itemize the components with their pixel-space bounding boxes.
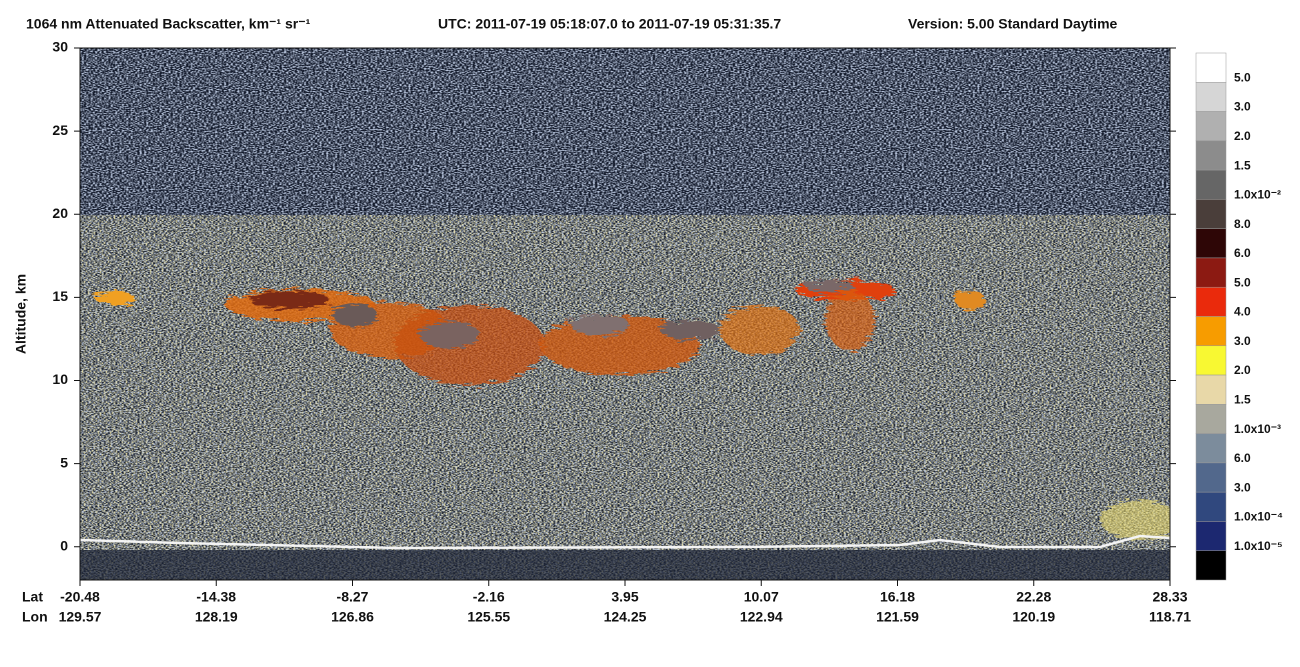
colorbar-label: 4.0 (1234, 305, 1251, 319)
chart-title: 1064 nm Attenuated Backscatter, km⁻¹ sr⁻… (26, 16, 311, 32)
time-range: UTC: 2011-07-19 05:18:07.0 to 2011-07-19… (438, 16, 781, 32)
colorbar-swatch (1195, 316, 1227, 347)
colorbar: 5.0 3.0 2.0 1.5 1.0x10⁻² 8.0 6.0 5.0 4.0 3.0 2.0 1.… (1195, 52, 1283, 581)
colorbar-swatch (1195, 345, 1227, 376)
colorbar-swatch (1195, 228, 1227, 259)
y-tick-label: 10 (52, 371, 68, 387)
version: Version: 5.00 Standard Daytime (908, 16, 1118, 32)
colorbar-label: 3.0 (1234, 100, 1251, 114)
lon-tick-label: 126.86 (331, 609, 374, 625)
lat-tick-label: -14.38 (196, 589, 236, 605)
colorbar-swatch (1195, 82, 1227, 112)
colorbar-label: 5.0 (1234, 70, 1251, 84)
backscatter-image (80, 48, 1170, 580)
colorbar-label: 6.0 (1234, 451, 1251, 465)
colorbar-swatch (1195, 257, 1227, 288)
lat-tick-label: 28.33 (1152, 589, 1187, 605)
lon-tick-label: 125.55 (467, 609, 510, 625)
colorbar-label: 3.0 (1234, 480, 1251, 494)
colorbar-swatch (1195, 462, 1227, 493)
colorbar-label: 2.0 (1234, 363, 1251, 377)
y-tick-label: 0 (60, 537, 68, 553)
lat-tick-label: 22.28 (1016, 589, 1051, 605)
y-tick-label: 15 (52, 288, 68, 304)
lat-row-label: Lat (22, 589, 43, 605)
colorbar-swatch (1195, 111, 1227, 142)
colorbar-label: 8.0 (1234, 217, 1251, 231)
colorbar-swatch (1195, 199, 1227, 229)
colorbar-swatch (1195, 374, 1227, 405)
colorbar-swatch (1195, 550, 1227, 581)
colorbar-swatch (1195, 433, 1227, 464)
lon-row-label: Lon (22, 609, 48, 625)
y-tick-label: 30 (52, 39, 68, 55)
colorbar-swatch (1195, 52, 1227, 83)
colorbar-swatch (1195, 491, 1227, 522)
colorbar-label: 2.0 (1234, 129, 1251, 143)
colorbar-swatch (1195, 140, 1227, 171)
colorbar-label: 1.0x10⁻⁵ (1234, 539, 1283, 553)
colorbar-swatch (1195, 169, 1227, 200)
lat-tick-label: 3.95 (611, 589, 638, 605)
y-axis-label: Altitude, km (13, 274, 29, 354)
lon-tick-label: 122.94 (740, 609, 783, 625)
colorbar-label: 1.0x10⁻³ (1234, 422, 1281, 436)
lat-tick-label: 10.07 (744, 589, 779, 605)
colorbar-label: 1.5 (1234, 158, 1251, 172)
lon-tick-label: 128.19 (195, 609, 238, 625)
colorbar-label: 1.0x10⁻⁴ (1234, 510, 1283, 524)
colorbar-label: 5.0 (1234, 275, 1251, 289)
y-tick-label: 5 (60, 454, 68, 470)
lat-tick-label: -8.27 (337, 589, 369, 605)
colorbar-label: 1.0x10⁻² (1234, 188, 1281, 202)
colorbar-swatch (1195, 404, 1227, 434)
lon-tick-label: 129.57 (59, 609, 102, 625)
colorbar-label: 3.0 (1234, 334, 1251, 348)
y-tick-label: 20 (52, 205, 68, 221)
lon-tick-label: 120.19 (1012, 609, 1055, 625)
colorbar-label: 1.5 (1234, 393, 1251, 407)
colorbar-label: 6.0 (1234, 246, 1251, 260)
colorbar-swatch (1195, 521, 1227, 551)
lon-tick-label: 124.25 (604, 609, 647, 625)
colorbar-swatch (1195, 286, 1227, 317)
lat-tick-label: -20.48 (60, 589, 100, 605)
y-tick-label: 25 (52, 122, 68, 138)
lat-tick-label: 16.18 (880, 589, 915, 605)
lon-tick-label: 118.71 (1149, 609, 1191, 625)
lon-tick-label: 121.59 (876, 609, 919, 625)
lat-tick-label: -2.16 (473, 589, 505, 605)
